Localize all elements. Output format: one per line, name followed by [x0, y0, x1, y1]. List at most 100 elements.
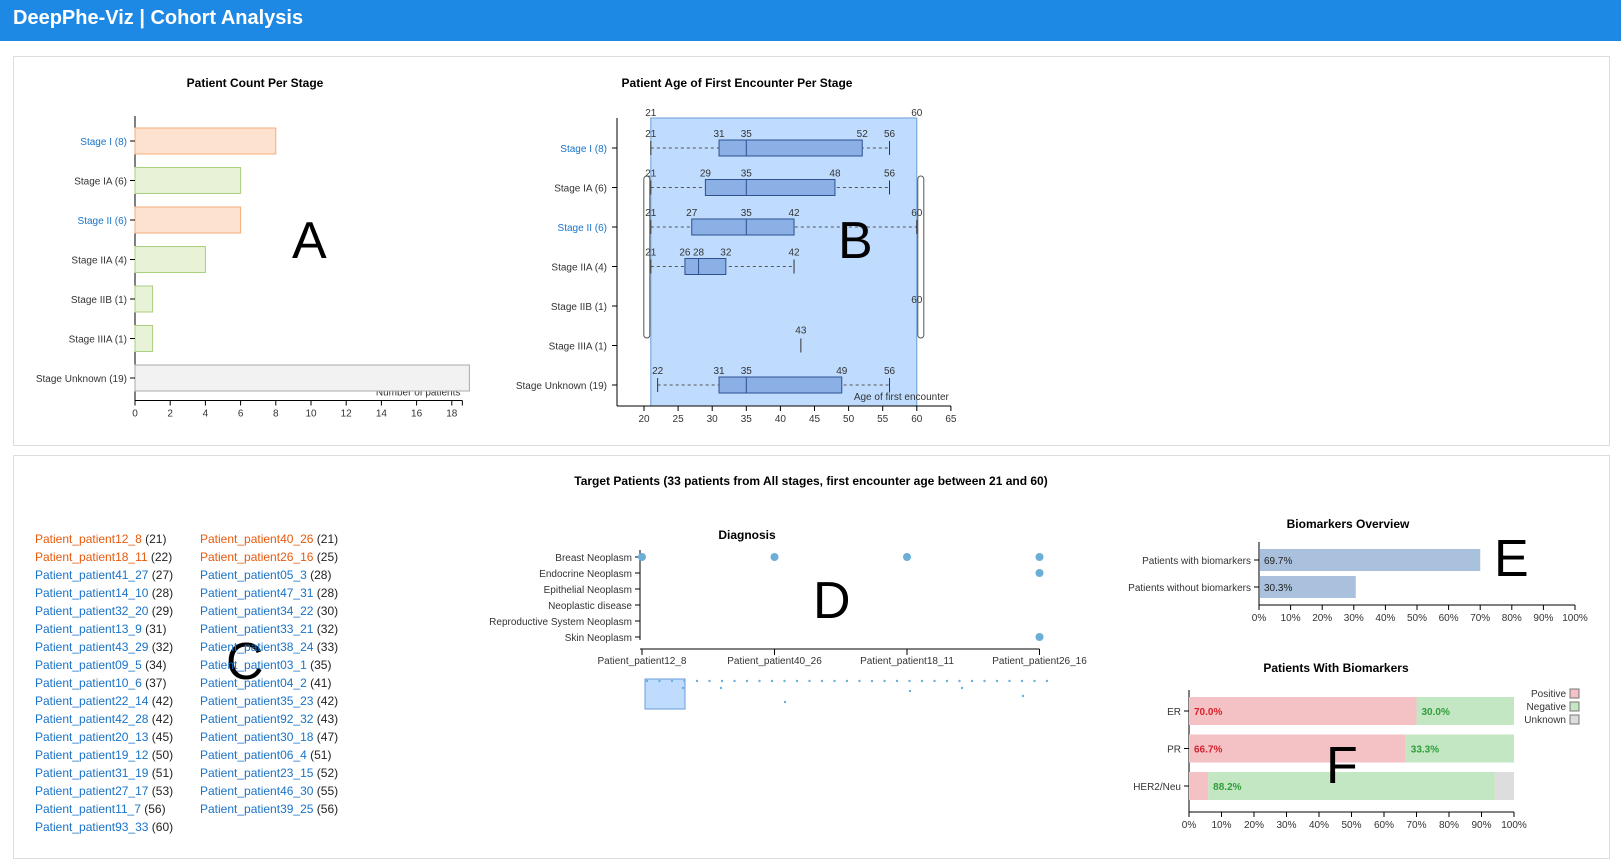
- age-value-label: 21: [645, 169, 657, 180]
- age-value-label: 22: [652, 366, 664, 377]
- bio-unknown-bar[interactable]: [1494, 772, 1514, 800]
- diagnosis-dot[interactable]: [638, 553, 646, 561]
- patient-link[interactable]: Patient_patient34_22: [200, 604, 314, 618]
- biomarkers-overview-chart: 0% 10% 20% 30% 40% 50% 60% 70% 80% 90% 100% Patient…: [1128, 542, 1588, 624]
- patient-link[interactable]: Patient_patient43_29: [35, 640, 149, 654]
- patient-link[interactable]: Patient_patient04_2: [200, 676, 307, 690]
- diagnosis-row-label: Neoplastic disease: [548, 601, 632, 612]
- patient-age: (25): [316, 550, 339, 564]
- patient-list-item: Patient_patient20_13 (45): [35, 728, 205, 746]
- stage-bar[interactable]: [134, 246, 206, 273]
- patient-list-item: Patient_patient32_20 (29): [35, 602, 205, 620]
- age-box[interactable]: [684, 258, 727, 275]
- stage-bar[interactable]: [134, 325, 154, 352]
- diagnosis-overview-dot: [883, 679, 886, 683]
- patient-link[interactable]: Patient_patient92_32: [200, 712, 314, 726]
- bio-legend-swatch: [1569, 701, 1580, 712]
- age-value-label: 60: [911, 208, 923, 219]
- patient-list-item: Patient_patient04_2 (41): [200, 674, 370, 692]
- patient-age: (22): [150, 550, 173, 564]
- patient-link[interactable]: Patient_patient30_18: [200, 730, 314, 744]
- age-value-label: 35: [741, 366, 753, 377]
- diagnosis-dot[interactable]: [903, 553, 911, 561]
- diagnosis-dot[interactable]: [770, 553, 779, 561]
- stage-label[interactable]: Stage I (8): [80, 137, 127, 148]
- brush-right-handle[interactable]: [917, 175, 925, 339]
- stage-bar[interactable]: [134, 364, 470, 392]
- patient-link[interactable]: Patient_patient26_16: [200, 550, 314, 564]
- bio-negative-value: 88.2%: [1213, 782, 1241, 793]
- patient-link[interactable]: Patient_patient10_6: [35, 676, 142, 690]
- bio-positive-bar[interactable]: [1189, 734, 1406, 763]
- age-box[interactable]: [704, 179, 836, 196]
- patient-link[interactable]: Patient_patient46_30: [200, 784, 314, 798]
- patient-link[interactable]: Patient_patient23_15: [200, 766, 314, 780]
- age-box[interactable]: [718, 139, 863, 157]
- diagnosis-overview-dot: [683, 679, 686, 683]
- bio-negative-bar[interactable]: [1208, 772, 1495, 800]
- patient-link[interactable]: Patient_patient19_12: [35, 748, 149, 762]
- patient-link[interactable]: Patient_patient40_26: [200, 532, 314, 546]
- patient-link[interactable]: Patient_patient20_13: [35, 730, 149, 744]
- patient-link[interactable]: Patient_patient33_21: [200, 622, 314, 636]
- bio-overview-tick-label: 30%: [1344, 613, 1364, 624]
- bio-negative-bar[interactable]: [1405, 734, 1514, 763]
- diagnosis-overview-dot: [695, 679, 699, 683]
- patient-age: (51): [151, 766, 174, 780]
- bio-detail-tick-label: 70%: [1406, 820, 1426, 831]
- patient-link[interactable]: Patient_patient31_19: [35, 766, 149, 780]
- stage-label: Stage IIA (4): [71, 256, 127, 267]
- diagnosis-brush[interactable]: [644, 678, 686, 710]
- age-stage-label: Stage Unknown (19): [516, 381, 607, 392]
- patient-link[interactable]: Patient_patient05_3: [200, 568, 307, 582]
- age-box[interactable]: [718, 376, 843, 394]
- brush-min-label: 21: [645, 108, 657, 119]
- diagnosis-column-label: Patient_patient26_16: [992, 656, 1087, 667]
- stage-label: Stage IA (6): [74, 177, 127, 188]
- stage-bar[interactable]: [134, 167, 242, 194]
- patient-link[interactable]: Patient_patient13_9: [35, 622, 142, 636]
- brush-left-handle[interactable]: [643, 175, 651, 339]
- patient-link[interactable]: Patient_patient93_33: [35, 820, 149, 834]
- diagnosis-row-label: Epithelial Neoplasm: [544, 585, 632, 596]
- diagnosis-dot[interactable]: [1035, 569, 1044, 577]
- patient-list-item: Patient_patient13_9 (31): [35, 620, 205, 638]
- patient-link[interactable]: Patient_patient18_11: [35, 550, 148, 564]
- diagnosis-dot[interactable]: [1035, 633, 1044, 641]
- bio-overview-bar[interactable]: [1260, 549, 1481, 571]
- patient-link[interactable]: Patient_patient35_23: [200, 694, 314, 708]
- patient-link[interactable]: Patient_patient03_1: [200, 658, 307, 672]
- bio-positive-bar[interactable]: [1189, 772, 1209, 800]
- bio-positive-bar[interactable]: [1189, 697, 1417, 725]
- patient-link[interactable]: Patient_patient14_10: [35, 586, 149, 600]
- diagnosis-dot[interactable]: [1035, 553, 1044, 561]
- age-box[interactable]: [691, 218, 795, 236]
- patient-link[interactable]: Patient_patient39_25: [200, 802, 314, 816]
- patient-link[interactable]: Patient_patient27_17: [35, 784, 149, 798]
- stage-label[interactable]: Stage II (6): [78, 216, 127, 227]
- patient-list-item: Patient_patient11_7 (56): [35, 800, 205, 818]
- age-x-tick-label: 30: [707, 414, 719, 425]
- age-value-label: 35: [741, 208, 753, 219]
- stage-bar[interactable]: [134, 285, 154, 313]
- stage-bar[interactable]: [134, 127, 277, 155]
- patient-link[interactable]: Patient_patient47_31: [200, 586, 314, 600]
- patient-link[interactable]: Patient_patient22_14: [35, 694, 149, 708]
- patient-link[interactable]: Patient_patient32_20: [35, 604, 149, 618]
- diagnosis-overview-dot: [808, 679, 811, 683]
- patient-link[interactable]: Patient_patient41_27: [35, 568, 149, 582]
- age-stage-label[interactable]: Stage I (8): [560, 144, 607, 155]
- patient-link[interactable]: Patient_patient11_7: [35, 802, 141, 816]
- patient-link[interactable]: Patient_patient12_8: [35, 532, 142, 546]
- patient-link[interactable]: Patient_patient09_5: [35, 658, 142, 672]
- age-value-label: 60: [911, 295, 923, 306]
- patient-list-item: Patient_patient10_6 (37): [35, 674, 205, 692]
- patient-link[interactable]: Patient_patient38_24: [200, 640, 314, 654]
- bio-overview-bar[interactable]: [1260, 576, 1356, 598]
- patient-link[interactable]: Patient_patient06_4: [200, 748, 307, 762]
- stage-label: Stage IIB (1): [71, 295, 127, 306]
- bio-negative-bar[interactable]: [1416, 697, 1515, 725]
- patient-link[interactable]: Patient_patient42_28: [35, 712, 149, 726]
- age-stage-label[interactable]: Stage II (6): [558, 223, 607, 234]
- stage-bar[interactable]: [134, 206, 242, 234]
